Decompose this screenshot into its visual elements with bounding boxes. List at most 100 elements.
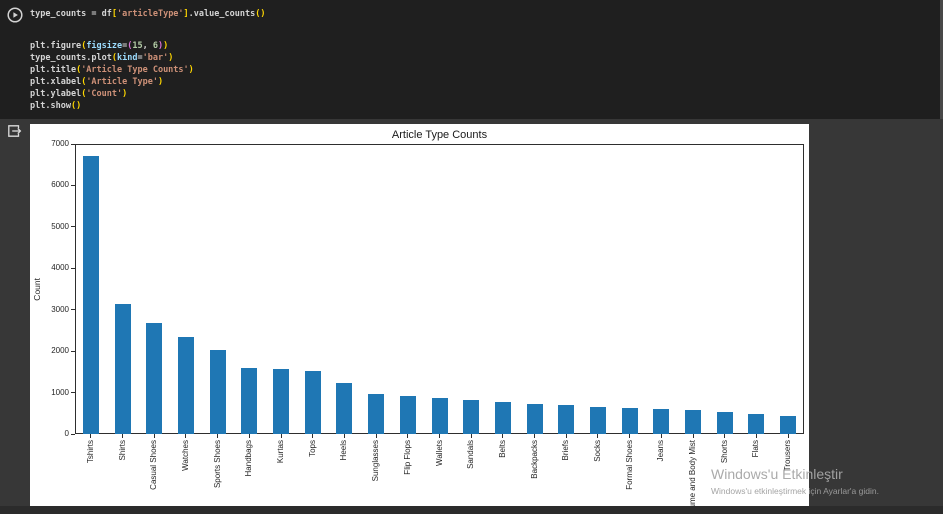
bar — [716, 412, 733, 434]
code-token: = — [137, 53, 143, 63]
code-token: 'Count' — [86, 89, 123, 99]
x-tick-label: Jeans — [656, 440, 666, 462]
code-token: ( — [255, 9, 261, 19]
code-token: 15 — [132, 41, 143, 51]
x-tick-label: Tshirts — [85, 440, 95, 464]
code-token: ] — [183, 9, 189, 19]
code-token: 'articleType' — [117, 9, 184, 19]
x-tick-label: Perfume and Body Mist — [688, 440, 698, 506]
x-tick-label: Tops — [307, 440, 317, 457]
chart-figure: Article Type Counts Count 0 1000 2000 3000 4… — [30, 124, 809, 506]
x-tick — [565, 434, 567, 438]
bar — [177, 337, 194, 434]
x-tick — [534, 434, 536, 438]
code-token: ) — [260, 9, 266, 19]
y-tick — [71, 350, 75, 352]
x-tick — [153, 434, 155, 438]
x-tick — [755, 434, 757, 438]
y-tick-label: 1000 — [51, 387, 69, 397]
code-token: ) — [158, 41, 164, 51]
bar — [368, 393, 385, 434]
code-token: 'bar' — [142, 53, 169, 63]
output-area: Article Type Counts Count 0 1000 2000 3000 4… — [0, 119, 943, 514]
y-tick — [71, 143, 75, 145]
goto-output-icon[interactable] — [6, 123, 22, 139]
y-tick-label: 4000 — [51, 263, 69, 273]
x-tick-label: Backpacks — [529, 440, 539, 479]
x-tick — [724, 434, 726, 438]
y-tick-label: 7000 — [51, 139, 69, 148]
y-axis-label: Count — [32, 277, 42, 301]
x-tick-label: Briefs — [561, 440, 571, 461]
x-tick — [597, 434, 599, 438]
x-tick-label: Sports Shoes — [212, 440, 222, 489]
bar — [589, 406, 606, 434]
code-token: plt.figure — [30, 41, 82, 51]
x-tick-label: Formal Shoes — [624, 440, 634, 490]
code-token: ( — [111, 53, 118, 63]
code-token: ) — [122, 89, 128, 99]
y-tick-label: 6000 — [51, 180, 69, 190]
x-tick — [312, 434, 314, 438]
x-tick-label: Shirts — [117, 440, 127, 461]
code-line-1[interactable]: type_counts = df['articleType'].value_co… — [30, 8, 265, 20]
y-tick — [71, 392, 75, 394]
play-circle-icon — [7, 7, 23, 27]
bar — [114, 304, 131, 434]
bar — [685, 409, 702, 434]
bar — [494, 401, 511, 434]
y-tick — [71, 433, 75, 435]
code-token: ) — [157, 77, 164, 87]
code-token: type_counts.plot — [30, 53, 112, 63]
x-tick — [692, 434, 694, 438]
x-tick — [122, 434, 124, 438]
bar — [780, 416, 797, 434]
x-tick-label: Watches — [180, 440, 190, 471]
scrollbar[interactable] — [940, 0, 943, 119]
x-tick-label: Flip Flops — [402, 440, 412, 475]
y-tick — [71, 226, 75, 228]
code-token: ) — [168, 53, 174, 63]
code-token: ) — [163, 41, 169, 51]
code-cell[interactable]: type_counts = df['articleType'].value_co… — [0, 0, 943, 119]
x-tick-label: Socks — [592, 440, 602, 462]
code-token: [ — [111, 9, 118, 19]
bar — [304, 370, 321, 434]
code-token: ( — [76, 65, 82, 75]
x-tick-label: Kurtas — [276, 440, 286, 464]
code-token: = — [122, 41, 128, 51]
x-tick — [280, 434, 282, 438]
x-tick-label: Casual Shoes — [149, 440, 159, 490]
code-block[interactable]: plt.figure(figsize=(15, 6)) type_counts.… — [30, 40, 194, 112]
code-token: plt.ylabel — [30, 89, 82, 99]
x-tick-label: Trousers — [783, 440, 793, 472]
code-token: type_counts = df — [30, 9, 112, 19]
x-tick — [439, 434, 440, 438]
run-cell-button[interactable] — [7, 7, 23, 23]
code-token: plt.title — [30, 65, 77, 75]
code-token: , — [142, 41, 153, 51]
code-token: ( — [70, 101, 77, 111]
y-tick-label: 2000 — [51, 346, 69, 356]
x-tick — [502, 434, 504, 438]
code-token: 'Article Type Counts' — [81, 65, 189, 75]
x-tick — [787, 434, 789, 438]
x-tick-label: Sandals — [466, 440, 476, 469]
y-tick — [71, 267, 75, 269]
x-tick — [660, 434, 662, 438]
x-tick-label: Heels — [339, 440, 349, 461]
y-tick — [71, 309, 75, 311]
chart-title: Article Type Counts — [391, 129, 488, 141]
code-token: ( — [81, 77, 87, 87]
code-token: kind — [117, 53, 138, 63]
code-token: plt.show — [30, 101, 71, 111]
code-token: ( — [81, 89, 87, 99]
x-tick-label: Handbags — [244, 440, 254, 477]
x-tick — [217, 434, 219, 438]
window-edge — [0, 506, 943, 514]
code-token: ( — [81, 41, 87, 51]
bar — [82, 156, 99, 434]
x-tick — [375, 434, 377, 438]
x-tick — [248, 434, 250, 438]
x-tick-label: Wallets — [434, 440, 444, 466]
